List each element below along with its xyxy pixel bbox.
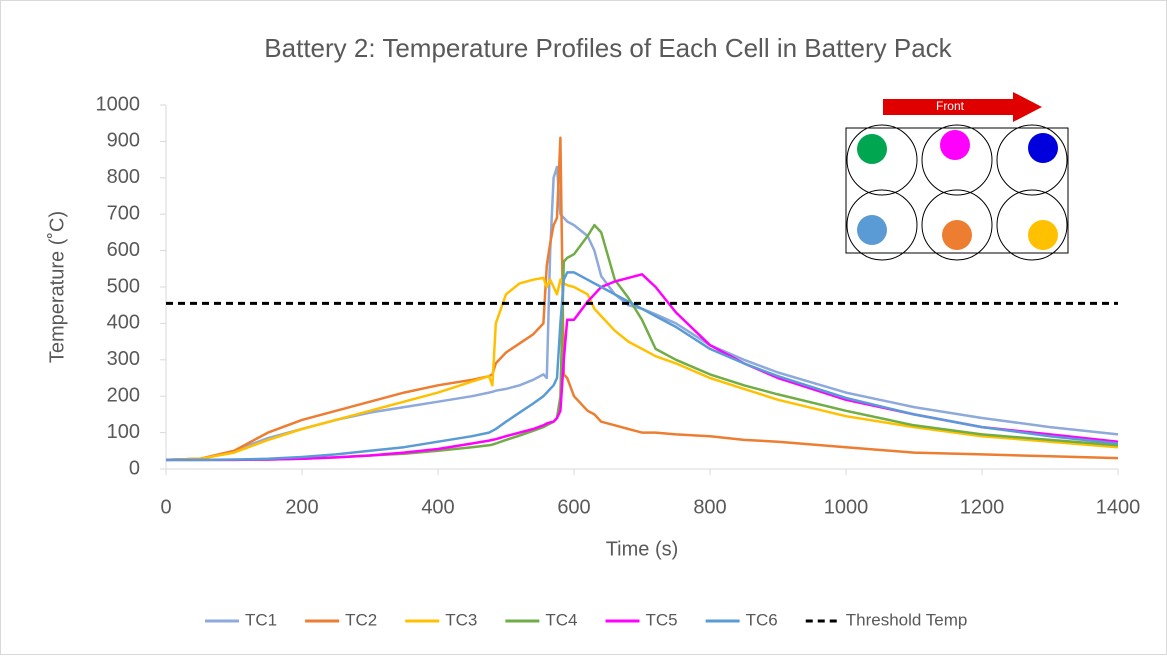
- legend-item: TC2: [305, 610, 377, 629]
- y-tick-label: 1000: [96, 93, 141, 115]
- legend-label: TC4: [545, 610, 577, 629]
- legend-item: TC3: [405, 610, 477, 629]
- cell-dot: [1028, 220, 1058, 250]
- arrow-head: [1013, 92, 1042, 122]
- y-tick-label: 700: [107, 202, 140, 224]
- y-axis-label: Temperature (˚C): [46, 211, 68, 363]
- series-line: [166, 271, 1119, 462]
- legend-item: Threshold Temp: [805, 610, 968, 629]
- series-line: [165, 276, 1119, 462]
- y-tick-label: 200: [107, 384, 140, 406]
- cell: [921, 124, 993, 196]
- x-tick-label: 800: [693, 496, 726, 518]
- x-tick-label: 200: [285, 496, 318, 518]
- x-tick-label: 1400: [1096, 496, 1141, 518]
- cell: [996, 124, 1068, 196]
- y-tick-label: 800: [107, 166, 140, 188]
- x-tick-label: 0: [160, 496, 171, 518]
- legend-label: TC6: [746, 610, 778, 629]
- series-line: [165, 136, 1119, 462]
- legend-label: TC1: [245, 610, 277, 629]
- cell-dot: [857, 134, 887, 164]
- cell-dot: [940, 130, 970, 160]
- y-tick-label: 400: [107, 312, 140, 334]
- cell: [846, 124, 918, 196]
- x-axis-label: Time (s): [606, 538, 679, 560]
- legend-label: TC5: [646, 610, 678, 629]
- y-tick-label: 300: [107, 348, 140, 370]
- legend-label: Threshold Temp: [846, 610, 968, 629]
- series-line: [166, 273, 1119, 462]
- y-tick-label: 900: [107, 130, 140, 152]
- y-tick-label: 0: [129, 457, 140, 479]
- x-tick-label: 600: [557, 496, 590, 518]
- legend-item: TC6: [705, 610, 778, 629]
- x-tick-label: 1200: [960, 496, 1005, 518]
- cell-dot: [1028, 133, 1058, 163]
- inset: Front: [845, 92, 1069, 261]
- legend-item: TC5: [605, 610, 678, 629]
- legend-item: TC4: [505, 610, 578, 629]
- inset-label: Front: [936, 99, 965, 113]
- cell-dot: [857, 215, 887, 245]
- legend-label: TC2: [345, 610, 377, 629]
- x-tick-label: 400: [421, 496, 454, 518]
- cell: [996, 189, 1068, 261]
- legend-item: TC1: [205, 610, 277, 629]
- arrow-body: [883, 99, 1013, 115]
- cell: [921, 189, 993, 261]
- y-tick-label: 100: [107, 421, 140, 443]
- chart-title: Battery 2: Temperature Profiles of Each …: [264, 33, 952, 63]
- cell-dot: [942, 220, 972, 250]
- y-tick-label: 600: [107, 239, 140, 261]
- legend-label: TC3: [445, 610, 477, 629]
- y-tick-label: 500: [107, 275, 140, 297]
- x-tick-label: 1000: [824, 496, 869, 518]
- cell: [846, 189, 918, 261]
